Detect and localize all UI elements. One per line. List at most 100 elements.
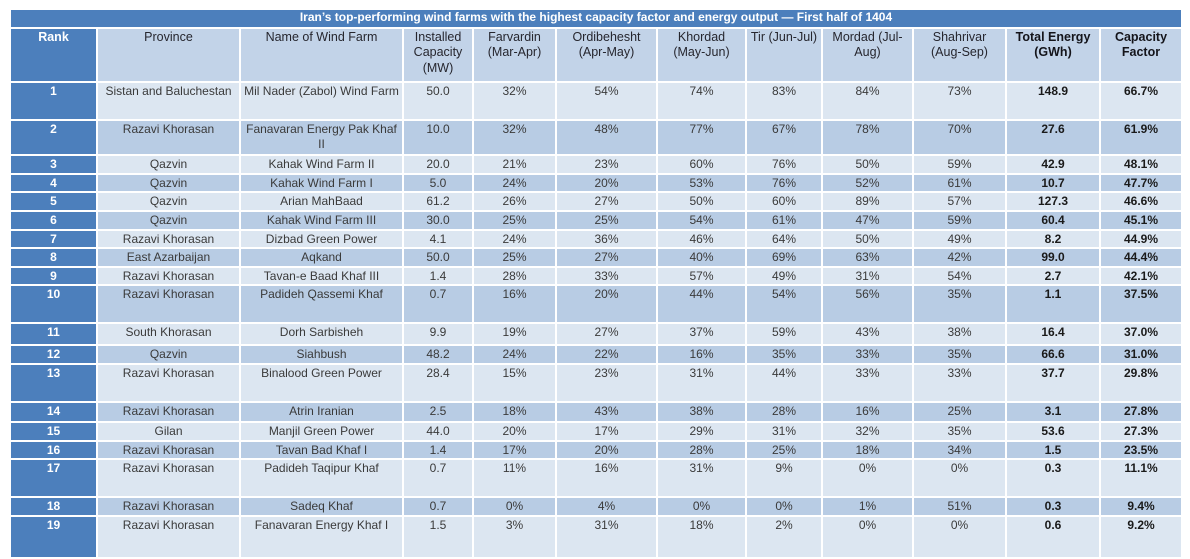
cell-total-energy: 127.3	[1005, 191, 1101, 212]
cell-shahrivar: 35%	[912, 421, 1007, 442]
cell-farvardin: 25%	[472, 209, 557, 231]
cell-total-energy: 60.4	[1005, 209, 1101, 231]
cell-shahrivar: 59%	[912, 154, 1007, 175]
table-row: 7 Razavi Khorasan Dizbad Green Power 4.1 24%…	[9, 228, 1183, 250]
cell-tir: 49%	[745, 265, 823, 287]
cell-khordad: 77%	[656, 119, 747, 156]
cell-province: Razavi Khorasan	[96, 496, 241, 517]
cell-farm-name: Tavan-e Baad Khaf III	[239, 265, 404, 287]
cell-installed-capacity: 1.5	[402, 514, 474, 559]
cell-khordad: 18%	[656, 514, 747, 559]
cell-province: South Khorasan	[96, 322, 241, 347]
cell-installed-capacity: 48.2	[402, 344, 474, 365]
col-header-farm-name: Name of Wind Farm	[239, 27, 404, 83]
cell-tir: 44%	[745, 363, 823, 403]
cell-farm-name: Aqkand	[239, 247, 404, 268]
cell-farvardin: 17%	[472, 439, 557, 461]
cell-farm-name: Tavan Bad Khaf I	[239, 439, 404, 461]
cell-capacity-factor: 46.6%	[1099, 191, 1183, 212]
col-header-ordibehesht: Ordibehesht (Apr-May)	[555, 27, 658, 83]
table-head: Iran’s top-performing wind farms with th…	[9, 8, 1183, 83]
cell-tir: 35%	[745, 344, 823, 365]
cell-khordad: 44%	[656, 284, 747, 325]
cell-province: Gilan	[96, 421, 241, 442]
table-title: Iran’s top-performing wind farms with th…	[9, 8, 1183, 29]
cell-total-energy: 0.6	[1005, 514, 1101, 559]
cell-ordibehesht: 22%	[555, 344, 658, 365]
cell-rank: 4	[9, 172, 98, 194]
cell-mordad: 43%	[821, 322, 914, 347]
cell-farvardin: 32%	[472, 119, 557, 156]
cell-rank: 1	[9, 81, 98, 121]
cell-installed-capacity: 28.4	[402, 363, 474, 403]
cell-total-energy: 2.7	[1005, 265, 1101, 287]
cell-shahrivar: 59%	[912, 209, 1007, 231]
cell-installed-capacity: 50.0	[402, 247, 474, 268]
cell-installed-capacity: 1.4	[402, 265, 474, 287]
cell-tir: 76%	[745, 172, 823, 194]
table-row: 2 Razavi Khorasan Fanavaran Energy Pak Kha…	[9, 119, 1183, 156]
col-header-khordad: Khordad (May-Jun)	[656, 27, 747, 83]
cell-total-energy: 1.1	[1005, 284, 1101, 325]
cell-ordibehesht: 25%	[555, 209, 658, 231]
cell-tir: 60%	[745, 191, 823, 212]
cell-shahrivar: 42%	[912, 247, 1007, 268]
cell-capacity-factor: 9.4%	[1099, 496, 1183, 517]
cell-farvardin: 20%	[472, 421, 557, 442]
cell-shahrivar: 34%	[912, 439, 1007, 461]
table-row: 19 Razavi Khorasan Fanavaran Energy Khaf I…	[9, 514, 1183, 559]
cell-installed-capacity: 2.5	[402, 401, 474, 423]
col-header-farvardin: Farvardin (Mar-Apr)	[472, 27, 557, 83]
cell-shahrivar: 35%	[912, 344, 1007, 365]
cell-installed-capacity: 0.7	[402, 458, 474, 499]
cell-shahrivar: 25%	[912, 401, 1007, 423]
cell-capacity-factor: 27.3%	[1099, 421, 1183, 442]
table-row: 15 Gilan Manjil Green Power 44.0 20% 17% 29% 31…	[9, 421, 1183, 442]
table-row: 17 Razavi Khorasan Padideh Taqipur Khaf 0.7…	[9, 458, 1183, 499]
cell-province: Razavi Khorasan	[96, 228, 241, 250]
cell-khordad: 31%	[656, 458, 747, 499]
cell-mordad: 0%	[821, 514, 914, 559]
cell-ordibehesht: 16%	[555, 458, 658, 499]
cell-mordad: 89%	[821, 191, 914, 212]
cell-farm-name: Padideh Qassemi Khaf	[239, 284, 404, 325]
cell-farvardin: 26%	[472, 191, 557, 212]
col-header-rank: Rank	[9, 27, 98, 83]
cell-rank: 17	[9, 458, 98, 499]
cell-mordad: 47%	[821, 209, 914, 231]
cell-installed-capacity: 4.1	[402, 228, 474, 250]
table-row: 9 Razavi Khorasan Tavan-e Baad Khaf III 1.4…	[9, 265, 1183, 287]
cell-capacity-factor: 44.9%	[1099, 228, 1183, 250]
cell-total-energy: 148.9	[1005, 81, 1101, 121]
cell-total-energy: 16.4	[1005, 322, 1101, 347]
cell-farvardin: 25%	[472, 247, 557, 268]
cell-capacity-factor: 45.1%	[1099, 209, 1183, 231]
cell-province: Qazvin	[96, 191, 241, 212]
cell-capacity-factor: 31.0%	[1099, 344, 1183, 365]
cell-capacity-factor: 44.4%	[1099, 247, 1183, 268]
cell-mordad: 16%	[821, 401, 914, 423]
cell-shahrivar: 49%	[912, 228, 1007, 250]
cell-ordibehesht: 43%	[555, 401, 658, 423]
cell-tir: 2%	[745, 514, 823, 559]
cell-rank: 19	[9, 514, 98, 559]
table-row: 6 Qazvin Kahak Wind Farm III 30.0 25% 25% 54% 6…	[9, 209, 1183, 231]
cell-farm-name: Siahbush	[239, 344, 404, 365]
cell-installed-capacity: 0.7	[402, 284, 474, 325]
cell-farm-name: Dizbad Green Power	[239, 228, 404, 250]
cell-khordad: 60%	[656, 154, 747, 175]
cell-capacity-factor: 61.9%	[1099, 119, 1183, 156]
cell-shahrivar: 51%	[912, 496, 1007, 517]
cell-total-energy: 53.6	[1005, 421, 1101, 442]
cell-tir: 69%	[745, 247, 823, 268]
table-body: 1 Sistan and Baluchestan Mil Nader (Zabol)…	[9, 81, 1183, 559]
cell-capacity-factor: 37.0%	[1099, 322, 1183, 347]
cell-capacity-factor: 11.1%	[1099, 458, 1183, 499]
cell-tir: 9%	[745, 458, 823, 499]
cell-farm-name: Kahak Wind Farm I	[239, 172, 404, 194]
col-header-province: Province	[96, 27, 241, 83]
cell-mordad: 56%	[821, 284, 914, 325]
col-header-installed-capacity: Installed Capacity (MW)	[402, 27, 474, 83]
cell-khordad: 29%	[656, 421, 747, 442]
